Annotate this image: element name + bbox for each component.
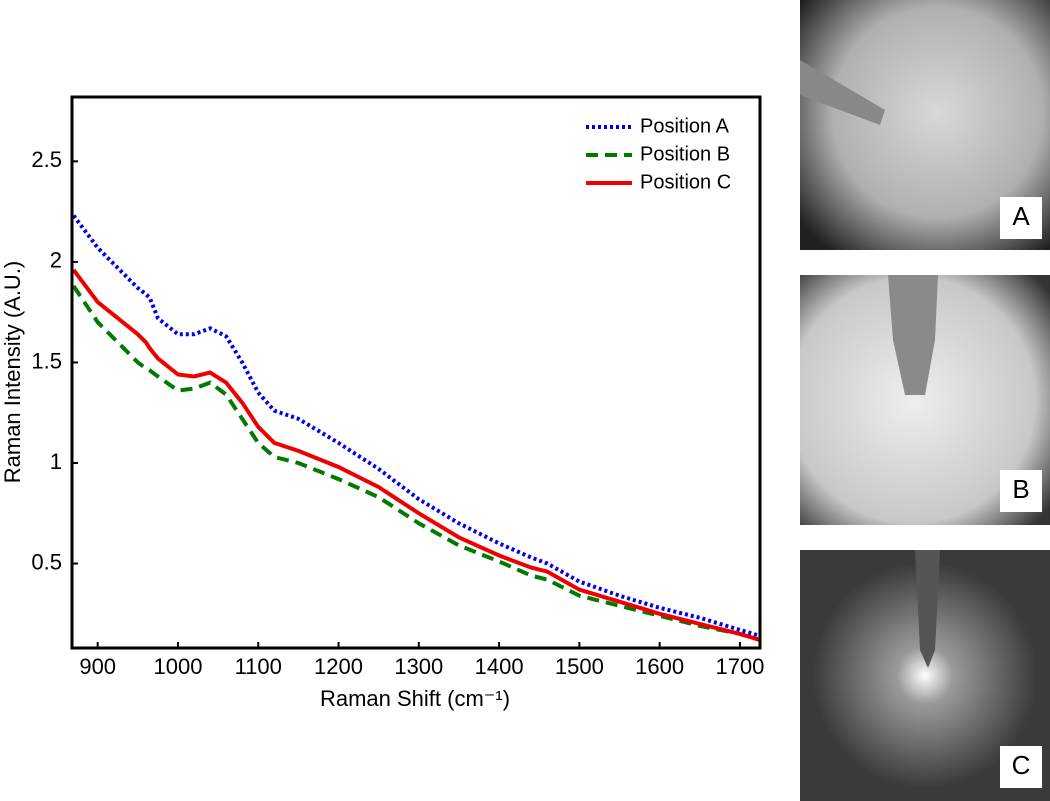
y-tick-label: 2.5 <box>31 147 62 172</box>
x-tick-label: 1400 <box>475 654 524 679</box>
series-line <box>71 284 761 642</box>
probe-a <box>800 60 885 125</box>
x-axis-label: Raman Shift (cm⁻¹) <box>320 686 510 711</box>
probe-b <box>888 275 938 395</box>
y-tick-label: 1 <box>50 449 62 474</box>
x-tick-label: 1300 <box>394 654 443 679</box>
y-axis-label: Raman Intensity (A.U.) <box>0 261 25 484</box>
x-tick-label: 1700 <box>715 654 764 679</box>
x-tick-label: 1000 <box>153 654 202 679</box>
x-tick-label: 1600 <box>635 654 684 679</box>
panel-label: C <box>1012 750 1031 780</box>
y-tick-label: 2 <box>50 248 62 273</box>
legend-label: Position B <box>640 143 730 165</box>
y-tick-label: 1.5 <box>31 348 62 373</box>
legend-label: Position C <box>640 171 731 193</box>
series-line <box>71 214 761 638</box>
series-line <box>71 268 761 642</box>
plot-frame <box>70 95 762 650</box>
x-tick-label: 900 <box>79 654 116 679</box>
x-tick-label: 1100 <box>235 654 282 679</box>
photo-panels: A B C <box>800 0 1050 801</box>
probe-c <box>915 550 940 668</box>
panel-label: A <box>1012 201 1030 231</box>
x-tick-label: 1200 <box>314 654 363 679</box>
label-box <box>1000 197 1042 239</box>
panel-label: B <box>1012 474 1029 504</box>
label-box <box>1000 470 1042 512</box>
x-tick-label: 1500 <box>555 654 604 679</box>
label-box <box>1000 746 1042 788</box>
legend-label: Position A <box>640 115 730 137</box>
y-tick-label: 0.5 <box>31 549 62 574</box>
